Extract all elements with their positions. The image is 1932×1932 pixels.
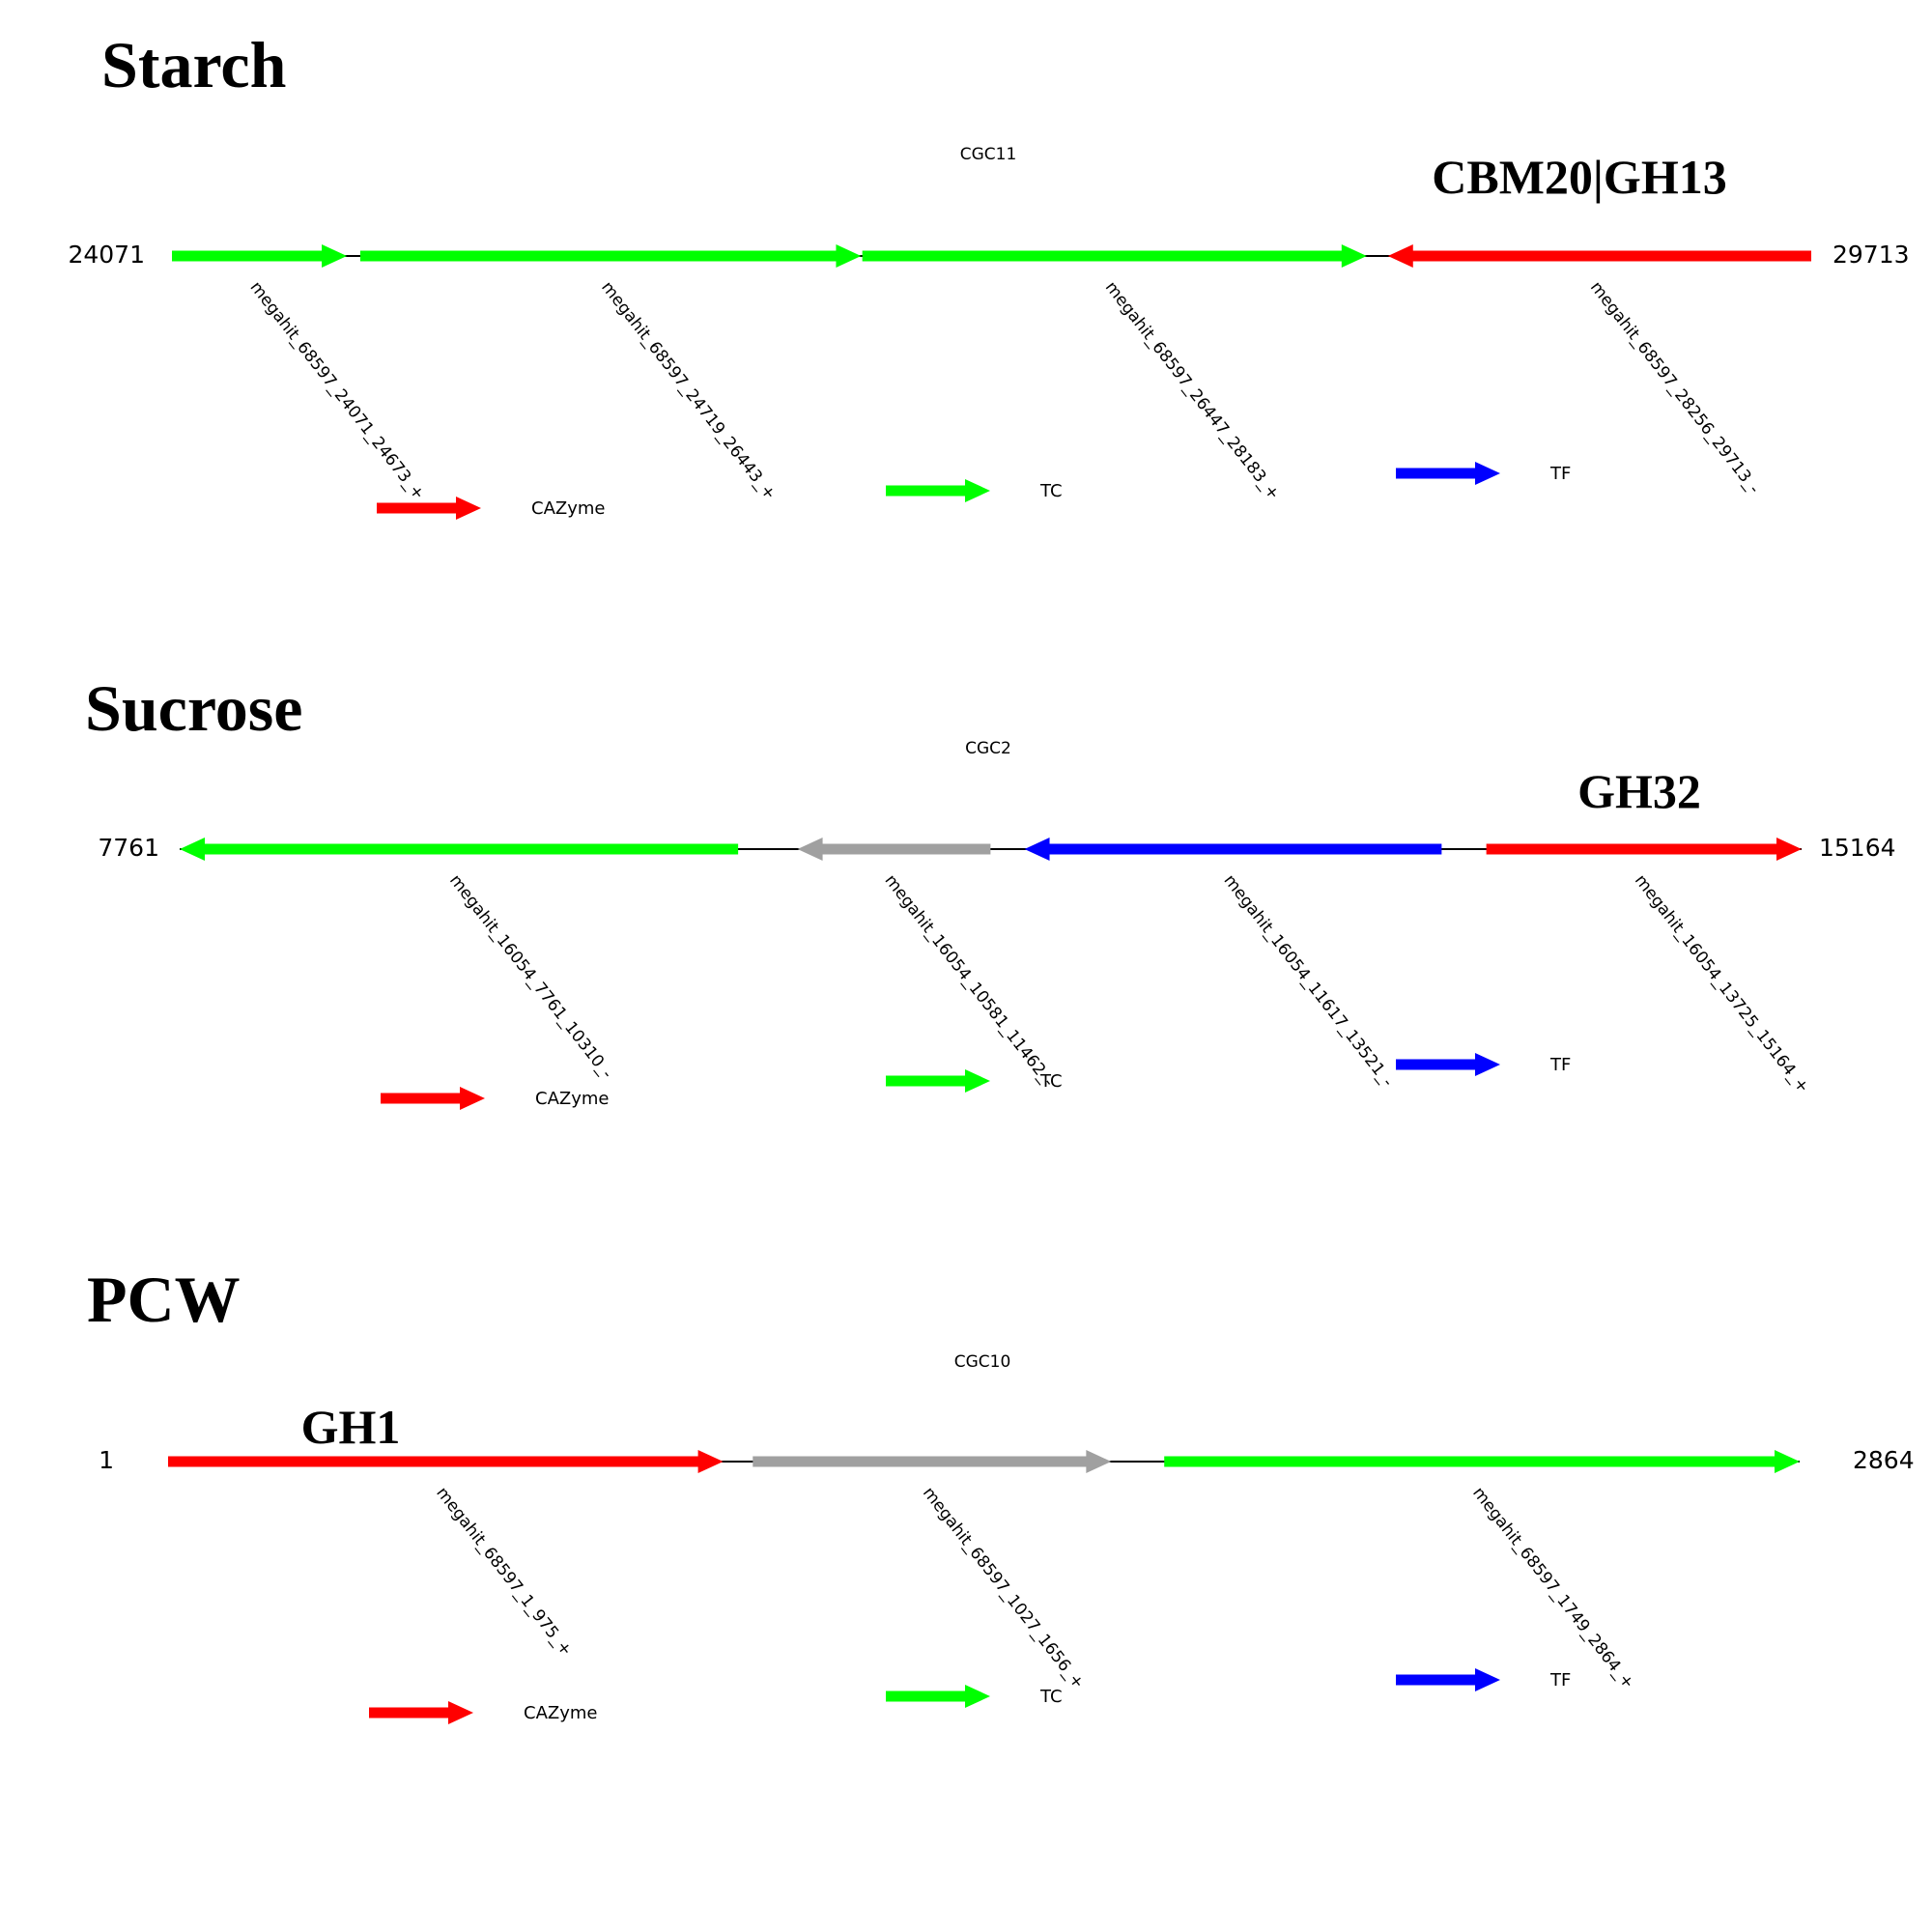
legend-arrow-tc (886, 479, 990, 502)
gene-arrow (168, 1450, 724, 1473)
gene-arrow (862, 244, 1367, 268)
cluster-label: CGC11 (960, 145, 1017, 164)
legend-label-tf: TF (1549, 1055, 1571, 1075)
range-end-label: 15164 (1819, 834, 1896, 862)
legend: CAZyme TC TF (381, 1053, 1571, 1110)
gene-arrow (1164, 1450, 1800, 1473)
gene-arrow (172, 244, 348, 268)
legend-arrow-cazyme (377, 497, 481, 520)
cazyme-annotation-label: GH32 (1577, 764, 1701, 818)
legend-arrow-tf (1396, 1053, 1500, 1076)
legend-arrow-tc (886, 1069, 990, 1093)
legend-label-tc: TC (1039, 481, 1063, 501)
legend-arrow-cazyme (381, 1087, 485, 1110)
legend-arrow-tc (886, 1685, 990, 1708)
legend-label-cazyme: CAZyme (531, 498, 605, 519)
gene-arrow (1387, 244, 1811, 268)
legend: CAZyme TC TF (369, 1668, 1571, 1724)
cluster-label: CGC10 (954, 1352, 1011, 1372)
legend-label-tc: TC (1039, 1687, 1063, 1707)
cluster-label: CGC2 (965, 739, 1011, 758)
cazyme-annotation-label: GH1 (301, 1400, 401, 1454)
range-start-label: 1 (99, 1446, 114, 1474)
panel-title: PCW (87, 1263, 241, 1336)
legend-arrow-tf (1396, 462, 1500, 485)
range-end-label: 2864 (1853, 1446, 1915, 1474)
legend: CAZyme TC TF (377, 462, 1571, 520)
range-start-label: 7761 (98, 834, 159, 862)
cazyme-annotation-label: CBM20|GH13 (1432, 150, 1726, 204)
gene-arrow (1024, 838, 1442, 861)
gene-arrow (359, 244, 862, 268)
gene-arrow (753, 1450, 1112, 1473)
legend-label-tf: TF (1549, 464, 1571, 484)
panel-title: Starch (101, 28, 286, 101)
legend-arrow-tf (1396, 1668, 1500, 1691)
panel-title: Sucrose (85, 671, 302, 745)
legend-label-tc: TC (1039, 1071, 1063, 1092)
gene-arrow (1486, 838, 1802, 861)
gene-arrow (797, 838, 991, 861)
legend-label-cazyme: CAZyme (535, 1089, 609, 1109)
legend-label-tf: TF (1549, 1670, 1571, 1690)
legend-arrow-cazyme (369, 1701, 473, 1724)
gene-arrow (180, 838, 739, 861)
range-end-label: 29713 (1833, 241, 1910, 269)
range-start-label: 24071 (68, 241, 145, 269)
legend-label-cazyme: CAZyme (524, 1703, 597, 1723)
